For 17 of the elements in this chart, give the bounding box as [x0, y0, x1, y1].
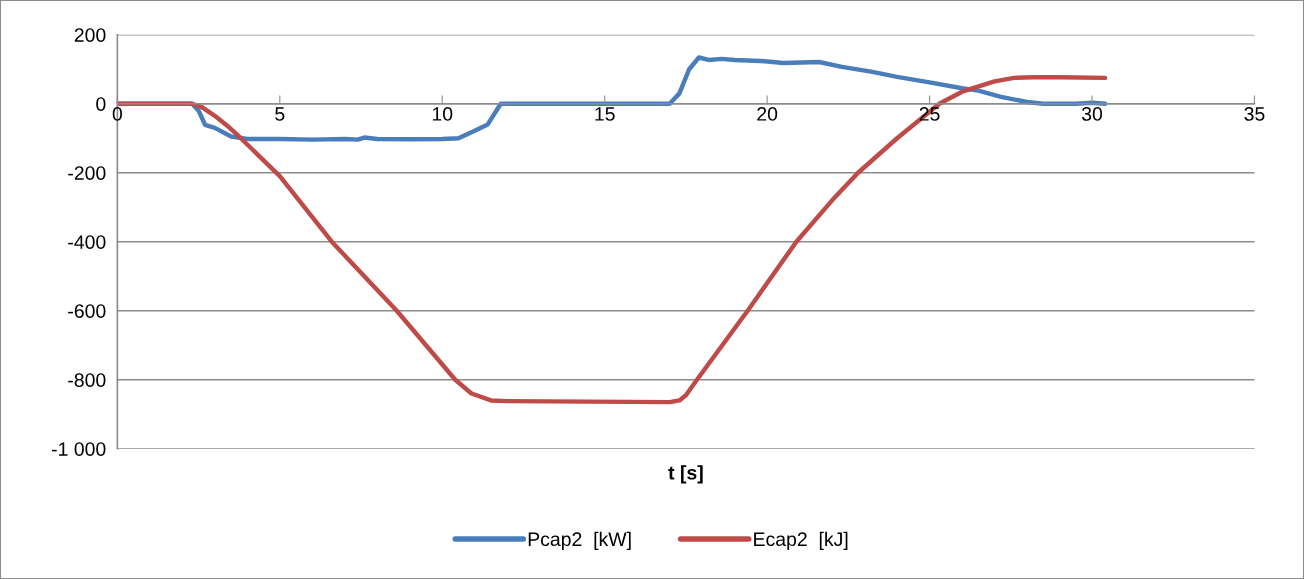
legend-label: Ecap2 [kJ] [754, 531, 848, 550]
y-tick-label: -200 [68, 166, 106, 180]
x-tick-label: 15 [595, 107, 615, 121]
y-tick-label: -800 [68, 373, 106, 387]
y-tick-label: 0 [96, 97, 106, 111]
x-tick-label: 5 [275, 107, 285, 121]
x-axis-title: t [s] [668, 465, 703, 484]
x-tick-label: 35 [1244, 107, 1265, 121]
x-tick-label: 10 [432, 107, 453, 121]
y-tick-label: 200 [74, 28, 106, 42]
y-tick-label: -1 000 [51, 442, 106, 456]
legend-label: Pcap2 [kW] [528, 531, 631, 550]
y-tick-label: -400 [68, 235, 106, 249]
x-tick-label: 30 [1081, 107, 1103, 121]
x-tick-label: 0 [112, 107, 123, 121]
y-tick-label: -600 [68, 304, 106, 318]
x-tick-label: 20 [757, 107, 778, 121]
